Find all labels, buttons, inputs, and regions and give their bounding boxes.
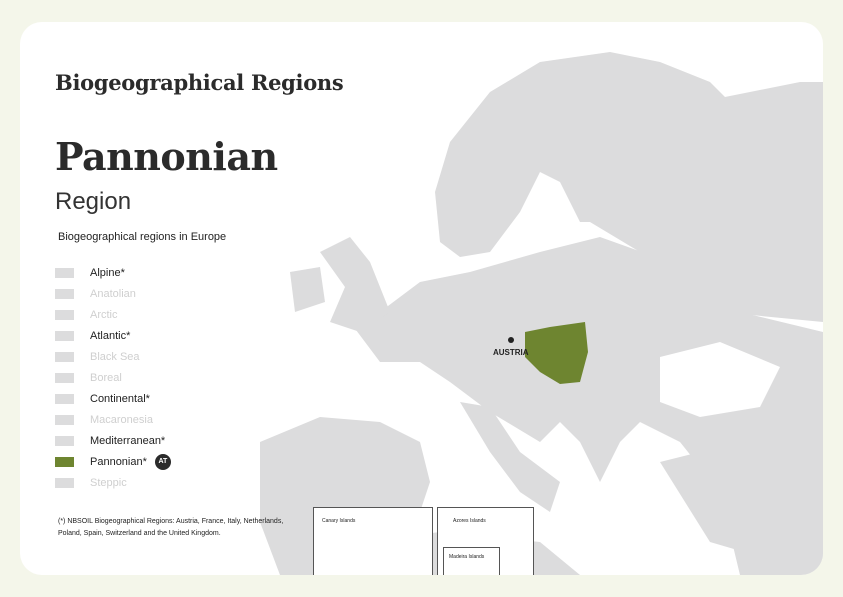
uk: [320, 237, 390, 332]
card: AUSTRIA Canary Islands Azores Islands Ma…: [20, 22, 823, 575]
ireland: [290, 267, 325, 312]
legend-item[interactable]: Black Sea: [55, 346, 171, 367]
legend: Alpine* Anatolian Arctic Atlantic* Black Sea…: [55, 262, 171, 493]
legend-label: Mediterranean*: [90, 434, 166, 447]
legend-label: Alpine*: [90, 266, 125, 279]
region-word: Region: [55, 188, 132, 215]
inset-label: Canary Islands: [322, 518, 356, 524]
legend-swatch: [55, 330, 74, 341]
legend-item[interactable]: Macaronesia: [55, 409, 171, 430]
region-name: Pannonian: [55, 134, 278, 179]
page-title: Biogeographical Regions: [55, 70, 344, 95]
legend-swatch: [55, 351, 74, 362]
pannonian-region: [525, 322, 588, 384]
inset-label: Azores Islands: [453, 518, 486, 524]
legend-item[interactable]: Steppic: [55, 472, 171, 493]
legend-label: Anatolian: [90, 287, 136, 300]
legend-label: Boreal: [90, 371, 122, 384]
legend-swatch: [55, 456, 74, 467]
italy: [460, 402, 560, 512]
finland-russia: [580, 82, 823, 322]
legend-label: Pannonian*: [90, 455, 147, 468]
legend-item[interactable]: Boreal: [55, 367, 171, 388]
country-badge: AT: [154, 453, 171, 470]
scandinavia: [435, 52, 740, 257]
legend-item[interactable]: Anatolian: [55, 283, 171, 304]
inset-madeira: Madeira Islands: [443, 547, 500, 575]
legend-label: Steppic: [90, 476, 127, 489]
inset-label: Madeira Islands: [449, 554, 485, 560]
legend-swatch: [55, 288, 74, 299]
inset-canary: Canary Islands: [313, 507, 433, 575]
austria-marker: [508, 337, 514, 343]
austria-label: AUSTRIA: [493, 348, 529, 357]
legend-swatch: [55, 372, 74, 383]
legend-item[interactable]: Atlantic*: [55, 325, 171, 346]
legend-label: Macaronesia: [90, 413, 153, 426]
legend-item[interactable]: Continental*: [55, 388, 171, 409]
black-sea: [660, 342, 780, 417]
legend-swatch: [55, 267, 74, 278]
legend-swatch: [55, 393, 74, 404]
legend-item[interactable]: Pannonian* AT: [55, 451, 171, 472]
legend-swatch: [55, 477, 74, 488]
legend-swatch: [55, 435, 74, 446]
turkey: [660, 442, 823, 575]
legend-item[interactable]: Alpine*: [55, 262, 171, 283]
mainland: [350, 237, 823, 575]
legend-label: Black Sea: [90, 350, 140, 363]
legend-swatch: [55, 414, 74, 425]
legend-label: Continental*: [90, 392, 150, 405]
legend-label: Atlantic*: [90, 329, 131, 342]
footnote: (*) NBSOIL Biogeographical Regions: Aust…: [58, 518, 284, 537]
legend-swatch: [55, 309, 74, 320]
legend-item[interactable]: Mediterranean*: [55, 430, 171, 451]
legend-item[interactable]: Arctic: [55, 304, 171, 325]
subtitle: Biogeographical regions in Europe: [58, 231, 227, 243]
legend-label: Arctic: [90, 308, 118, 321]
